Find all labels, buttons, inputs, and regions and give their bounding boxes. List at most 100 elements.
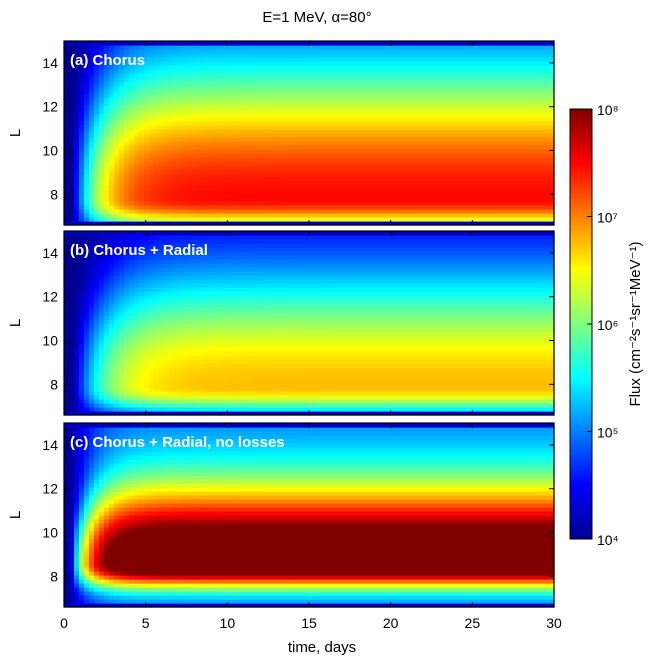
heatmap-cell — [84, 133, 90, 138]
heatmap-cell — [244, 213, 250, 218]
heatmap-cell — [89, 267, 95, 272]
heatmap-cell — [169, 93, 175, 98]
heatmap-cell — [124, 65, 130, 70]
heatmap-cell — [259, 57, 265, 62]
heatmap-cell — [94, 69, 100, 74]
heatmap-cell — [519, 121, 525, 126]
heatmap-cell — [524, 73, 530, 78]
heatmap-cell — [94, 351, 100, 356]
heatmap-cell — [109, 157, 115, 162]
heatmap-cell — [544, 53, 550, 58]
heatmap-cell — [399, 145, 405, 150]
heatmap-cell — [154, 149, 160, 154]
heatmap-cell — [79, 205, 85, 210]
heatmap-cell — [339, 109, 345, 114]
heatmap-cell — [154, 41, 160, 46]
heatmap-cell — [519, 153, 525, 158]
heatmap-cell — [454, 193, 460, 198]
heatmap-cell — [104, 185, 110, 190]
heatmap-cell — [539, 105, 545, 110]
heatmap-cell — [259, 133, 265, 138]
heatmap-cell — [69, 251, 75, 256]
heatmap-cell — [109, 315, 115, 320]
heatmap-cell — [349, 101, 355, 106]
heatmap-cell — [474, 217, 480, 222]
heatmap-cell — [274, 49, 280, 54]
heatmap-cell — [309, 169, 315, 174]
heatmap-cell — [494, 141, 500, 146]
heatmap-cell — [224, 217, 230, 222]
heatmap-cell — [154, 137, 160, 142]
heatmap-cell — [304, 141, 310, 146]
heatmap-cell — [99, 201, 105, 206]
heatmap-cell — [289, 161, 295, 166]
heatmap-cell — [339, 213, 345, 218]
heatmap-cell — [244, 125, 250, 130]
heatmap-cell — [549, 189, 555, 194]
heatmap-cell — [129, 181, 135, 186]
heatmap-cell — [444, 41, 450, 46]
heatmap-cell — [124, 109, 130, 114]
heatmap-cell — [169, 205, 175, 210]
heatmap-cell — [349, 181, 355, 186]
heatmap-cell — [429, 41, 435, 46]
heatmap-cell — [164, 45, 170, 50]
heatmap-cell — [484, 73, 490, 78]
heatmap-cell — [234, 153, 240, 158]
heatmap-cell — [284, 73, 290, 78]
heatmap-cell — [244, 181, 250, 186]
heatmap-cell — [264, 149, 270, 154]
heatmap-cell — [74, 387, 80, 392]
heatmap-cell — [234, 73, 240, 78]
heatmap-cell — [144, 93, 150, 98]
heatmap-cell — [89, 367, 95, 372]
heatmap-cell — [369, 169, 375, 174]
heatmap-cell — [464, 173, 470, 178]
heatmap-cell — [284, 221, 290, 226]
heatmap-cell — [294, 45, 300, 50]
heatmap-cell — [89, 347, 95, 352]
heatmap-cell — [269, 41, 275, 46]
heatmap-cell — [234, 221, 240, 226]
heatmap-cell — [84, 235, 90, 240]
heatmap-cell — [199, 177, 205, 182]
heatmap-cell — [229, 93, 235, 98]
heatmap-cell — [314, 201, 320, 206]
heatmap-cell — [479, 65, 485, 70]
heatmap-cell — [174, 125, 180, 130]
heatmap-cell — [539, 65, 545, 70]
heatmap-cell — [124, 137, 130, 142]
heatmap-cell — [364, 205, 370, 210]
heatmap-cell — [349, 97, 355, 102]
heatmap-cell — [254, 53, 260, 58]
heatmap-cell — [274, 41, 280, 46]
heatmap-cell — [314, 85, 320, 90]
heatmap-cell — [274, 161, 280, 166]
heatmap-cell — [394, 73, 400, 78]
heatmap-cell — [539, 93, 545, 98]
heatmap-cell — [139, 109, 145, 114]
heatmap-cell — [69, 339, 75, 344]
heatmap-cell — [149, 101, 155, 106]
heatmap-cell — [484, 157, 490, 162]
heatmap-cell — [389, 57, 395, 62]
heatmap-cell — [214, 113, 220, 118]
heatmap-cell — [274, 77, 280, 82]
heatmap-cell — [464, 193, 470, 198]
heatmap-cell — [474, 205, 480, 210]
heatmap-cell — [549, 205, 555, 210]
heatmap-cell — [199, 101, 205, 106]
heatmap-cell — [329, 69, 335, 74]
heatmap-cell — [309, 173, 315, 178]
heatmap-cell — [209, 49, 215, 54]
heatmap-cell — [469, 57, 475, 62]
heatmap-cell — [89, 197, 95, 202]
heatmap-cell — [504, 113, 510, 118]
heatmap-cell — [144, 205, 150, 210]
heatmap-cell — [469, 133, 475, 138]
heatmap-cell — [494, 85, 500, 90]
heatmap-cell — [334, 105, 340, 110]
heatmap-cell — [474, 213, 480, 218]
heatmap-cell — [264, 153, 270, 158]
heatmap-cell — [104, 275, 110, 280]
